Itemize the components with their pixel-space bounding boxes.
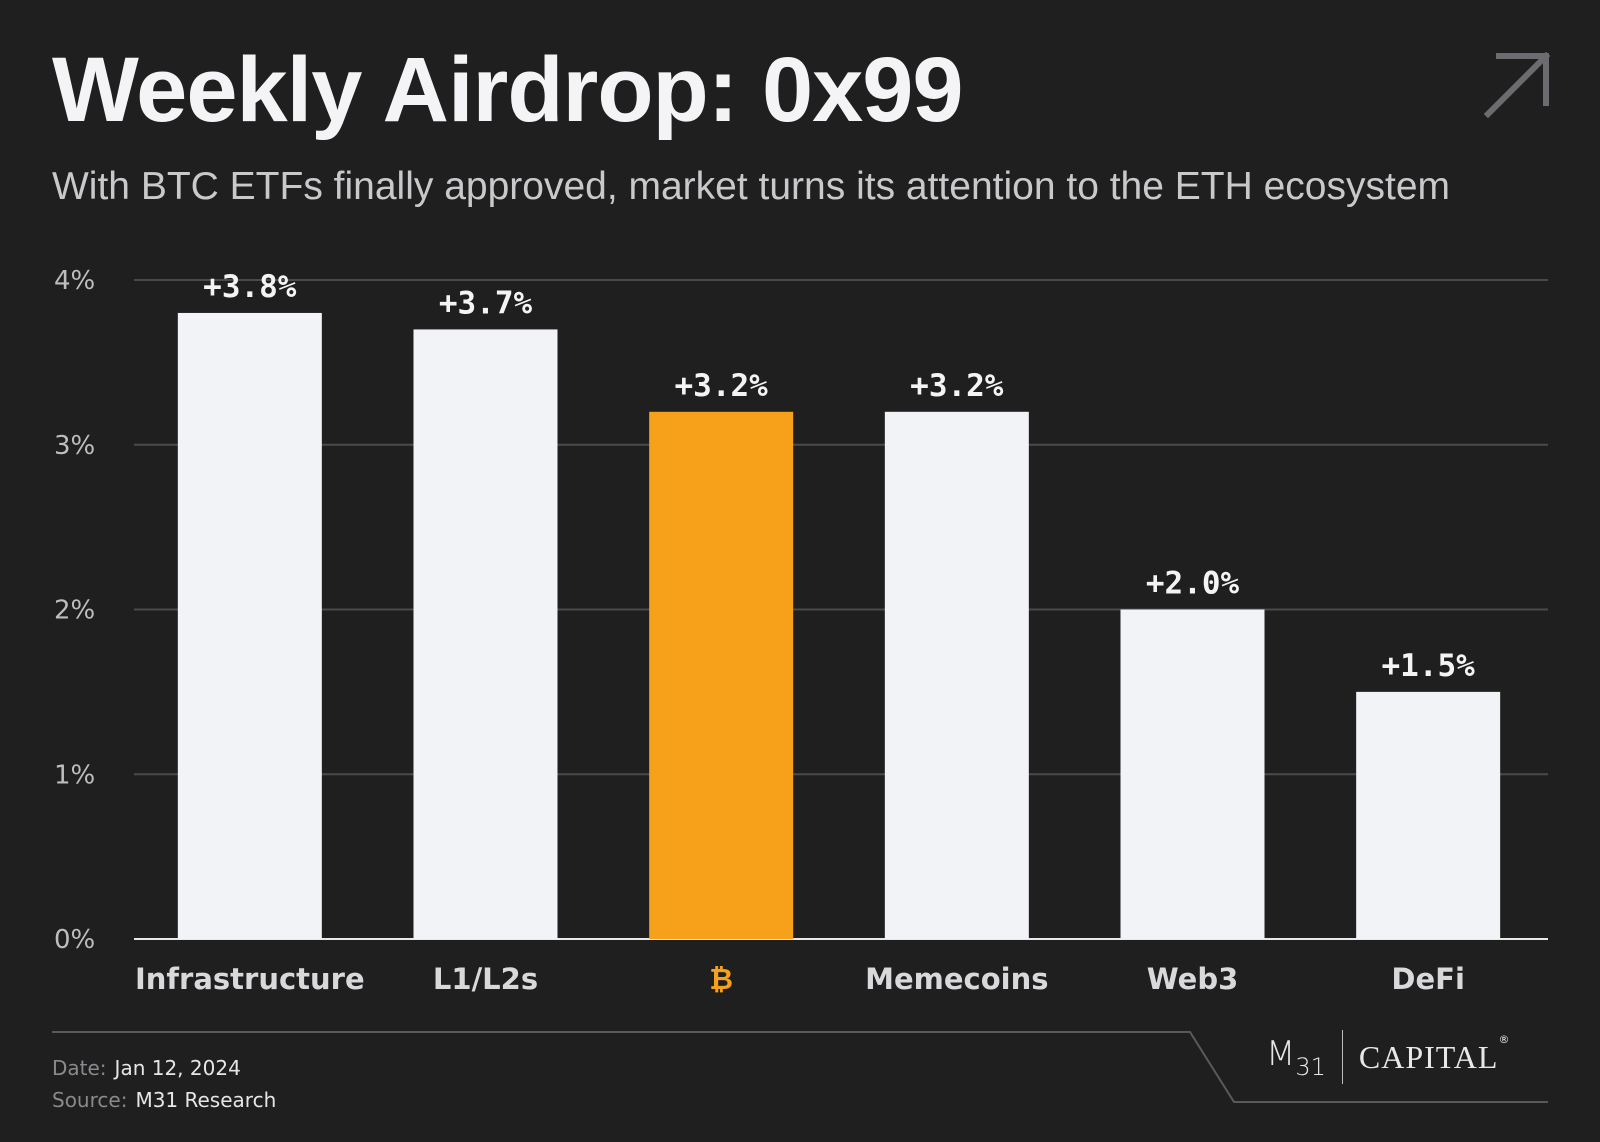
bar-l1-l2s — [413, 329, 558, 939]
page-subtitle: With BTC ETFs finally approved, market t… — [52, 165, 1451, 208]
footer-source: Source: M31 Research — [52, 1088, 276, 1112]
bars — [177, 312, 1501, 939]
x-tick-label: DeFi — [1391, 962, 1465, 996]
data-label: +2.0% — [1146, 566, 1240, 602]
footer-date: Date: Jan 12, 2024 — [52, 1056, 241, 1080]
data-label: +3.7% — [439, 285, 533, 321]
bar-bitcoin — [649, 411, 794, 939]
data-label: +1.5% — [1382, 648, 1476, 684]
bar-defi — [1356, 691, 1501, 939]
bar-chart: 0% 1% 2% 3% 4% +3.8% +3.7% +3.2% +3.2% +2.0% +1.5… — [54, 266, 1548, 996]
x-axis-ticks: Infrastructure L1/L2s ₿ Memecoins Web3 DeFi — [135, 962, 1465, 996]
m31-capital-logo: M31 CAPITAL ® — [1266, 1030, 1511, 1084]
data-label: +3.2% — [675, 368, 769, 404]
bar-memecoins — [884, 411, 1029, 939]
data-labels: +3.8% +3.7% +3.2% +3.2% +2.0% +1.5% — [203, 269, 1475, 684]
footer-divider — [52, 1031, 1548, 1103]
source-value: M31 Research — [135, 1088, 277, 1112]
y-tick-label: 4% — [54, 266, 95, 296]
y-tick-label: 0% — [54, 925, 95, 955]
page-title: Weekly Airdrop: 0x99 — [52, 39, 964, 141]
source-label: Source: — [52, 1088, 128, 1112]
data-label: +3.2% — [910, 368, 1004, 404]
x-tick-label: Memecoins — [865, 962, 1048, 996]
logo-capital: CAPITAL ® — [1358, 1032, 1511, 1075]
x-tick-label: Infrastructure — [135, 962, 365, 996]
x-tick-label: L1/L2s — [433, 962, 538, 996]
logo-divider — [1341, 1030, 1343, 1084]
y-tick-label: 1% — [54, 760, 95, 790]
y-tick-label: 3% — [54, 431, 95, 461]
logo-m31: M31 — [1266, 1033, 1326, 1081]
y-axis-ticks: 0% 1% 2% 3% 4% — [54, 266, 95, 955]
date-label: Date: — [52, 1056, 107, 1080]
x-tick-label: ₿ — [709, 962, 733, 996]
bar-infrastructure — [177, 312, 322, 939]
date-value: Jan 12, 2024 — [114, 1056, 241, 1080]
bar-web3 — [1120, 609, 1265, 939]
grid-lines — [134, 279, 1548, 940]
arrow-up-right-icon — [1484, 52, 1550, 118]
x-tick-label: Web3 — [1147, 962, 1239, 996]
data-label: +3.8% — [203, 269, 297, 305]
y-tick-label: 2% — [54, 596, 95, 626]
